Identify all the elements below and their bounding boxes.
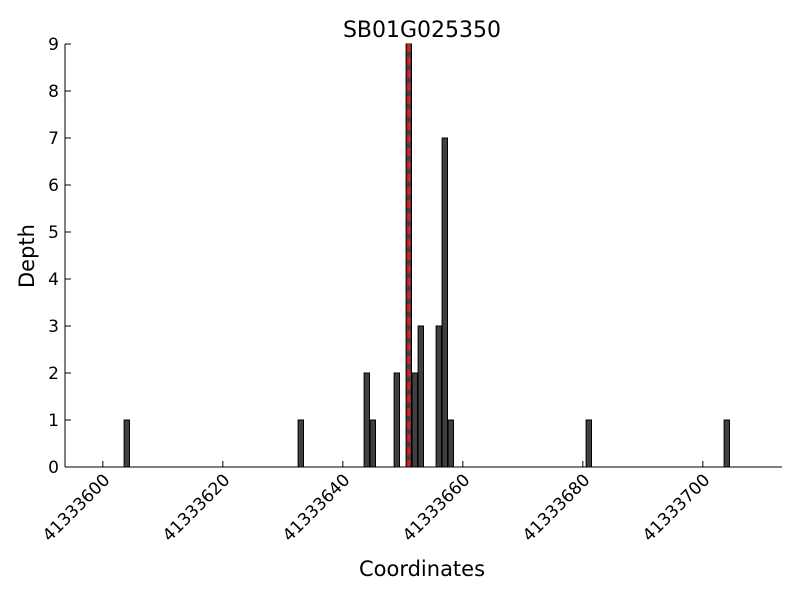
y-tick-label: 3	[48, 317, 59, 337]
y-tick-label: 5	[48, 223, 59, 243]
x-tick-label: 41333700	[639, 470, 714, 545]
y-tick-label: 1	[48, 411, 59, 431]
x-tick-label: 41333620	[159, 470, 234, 545]
bar	[441, 137, 449, 468]
chart-title: SB01G025350	[343, 18, 501, 43]
bar	[585, 419, 592, 468]
y-axis-label: Depth	[15, 224, 39, 288]
bar	[363, 372, 371, 468]
x-tick-label: 41333680	[519, 470, 594, 545]
x-axis-label: Coordinates	[359, 557, 485, 581]
bar	[435, 325, 443, 468]
bar	[447, 419, 455, 468]
bar	[411, 372, 419, 468]
bar	[297, 419, 305, 468]
y-tick-label: 7	[48, 129, 59, 149]
y-tick-label: 6	[48, 176, 59, 196]
x-tick-label: 41333600	[39, 470, 114, 545]
y-tick-label: 8	[48, 82, 59, 102]
y-tick-label: 9	[48, 35, 59, 55]
bar	[369, 419, 377, 468]
x-tick-label: 41333660	[399, 470, 474, 545]
bar	[393, 372, 401, 468]
y-tick-label: 2	[48, 364, 59, 384]
bar	[123, 419, 130, 468]
y-tick-label: 4	[48, 270, 59, 290]
x-tick-label: 41333640	[279, 470, 354, 545]
bar	[723, 419, 730, 468]
y-tick-label: 0	[48, 458, 59, 478]
bar	[417, 325, 425, 468]
